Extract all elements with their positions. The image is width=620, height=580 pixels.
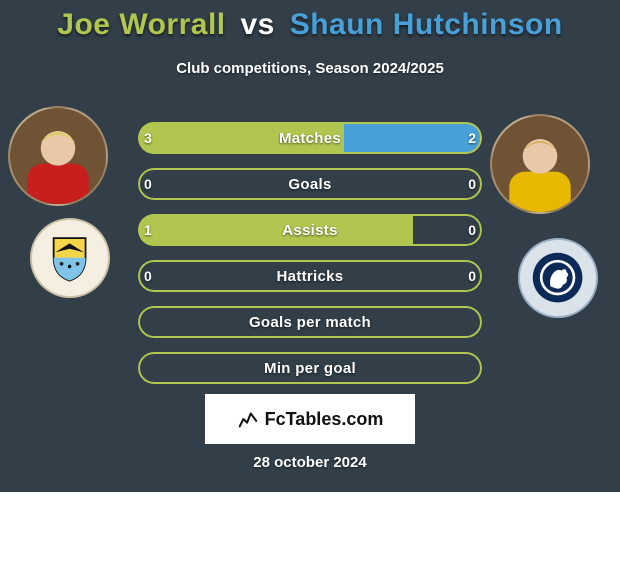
chart-icon (237, 408, 259, 430)
stats-container: 32Matches 00Goals 10Assists 00Hattricks Goal… (138, 122, 482, 398)
stat-label: Min per goal (138, 352, 482, 384)
player1-photo-svg (10, 108, 106, 204)
comparison-card: Joe Worrall vs Shaun Hutchinson Club com… (0, 0, 620, 492)
stat-label: Hattricks (138, 260, 482, 292)
player2-club-crest (518, 238, 598, 318)
player1-club-crest (30, 218, 110, 298)
stat-row: 10Assists (138, 214, 482, 246)
player2-name: Shaun Hutchinson (290, 8, 563, 41)
subtitle: Club competitions, Season 2024/2025 (0, 60, 620, 77)
stat-label: Goals (138, 168, 482, 200)
player2-photo (490, 114, 590, 214)
crest-millwall-icon (531, 251, 584, 304)
stat-label: Assists (138, 214, 482, 246)
crest-burnley-icon (43, 231, 96, 284)
credit-bar: FcTables.com (205, 394, 415, 444)
stat-row: 32Matches (138, 122, 482, 154)
vs-text: vs (240, 8, 274, 41)
player1-name: Joe Worrall (57, 8, 225, 41)
player1-photo (8, 106, 108, 206)
page-title: Joe Worrall vs Shaun Hutchinson (0, 0, 620, 42)
date-text: 28 october 2024 (0, 454, 620, 471)
stat-row: 00Hattricks (138, 260, 482, 292)
stat-row: 00Goals (138, 168, 482, 200)
player2-photo-svg (492, 116, 588, 212)
credit-text: FcTables.com (265, 409, 384, 430)
stat-row: Min per goal (138, 352, 482, 384)
stat-label: Matches (138, 122, 482, 154)
stat-row: Goals per match (138, 306, 482, 338)
stat-label: Goals per match (138, 306, 482, 338)
whitespace-below (0, 492, 620, 580)
